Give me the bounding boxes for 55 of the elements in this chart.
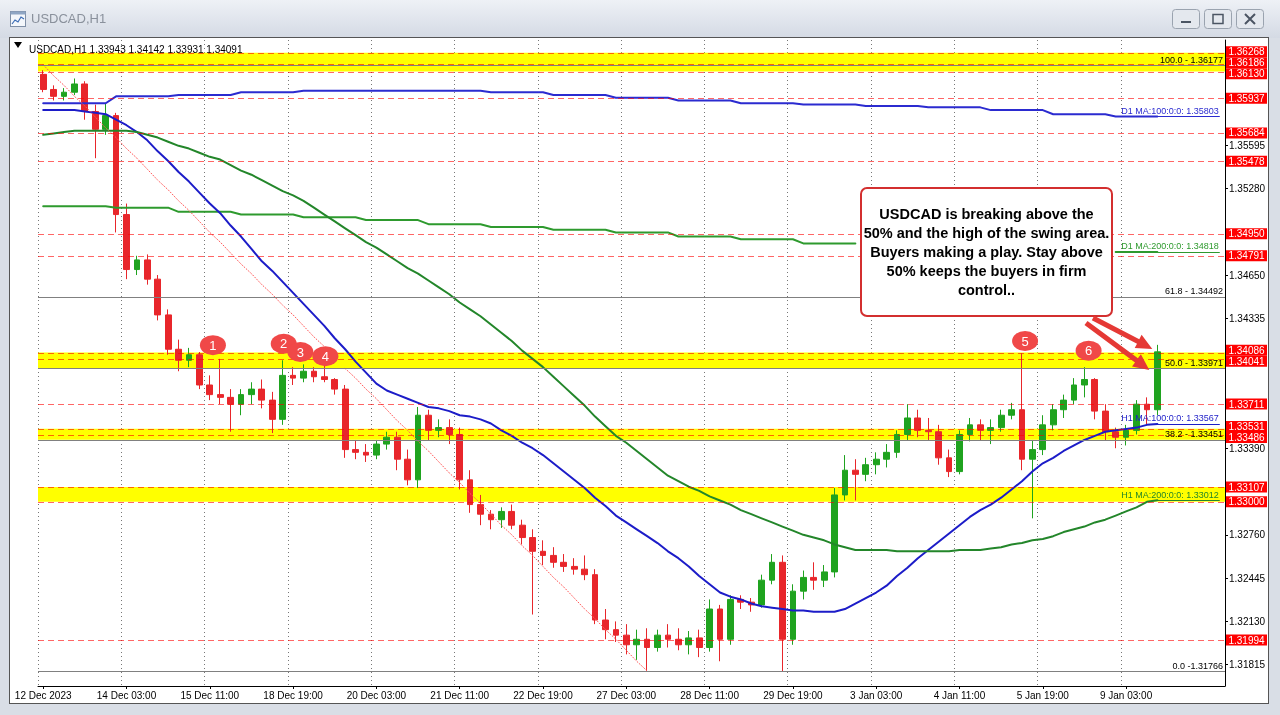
x-tick-label: 9 Jan 03:00 [1099, 689, 1153, 701]
ref-line-label: 1.35478 [1228, 155, 1266, 167]
series-label: D1 MA:100:0:0: 1.35803 [1121, 106, 1219, 117]
ref-line-label: 1.36186 [1228, 57, 1266, 69]
ref-line-label: 1.33486 [1228, 431, 1266, 443]
annotation: 100.0 - 1.36177 [1159, 54, 1223, 65]
x-tick-label: 4 Jan 11:00 [933, 689, 986, 701]
ref-line-label: 1.33711 [1228, 398, 1265, 410]
series-label: D1 MA:200:0:0: 1.34818 [1121, 241, 1219, 252]
annotation: 3 [296, 344, 305, 360]
annotation: 4 [321, 348, 329, 364]
y-tick-label: 1.33390 [1229, 442, 1266, 454]
annotation: 6 [1084, 343, 1093, 359]
x-tick-label: 15 Dec 11:00 [180, 689, 240, 701]
annotation: 0.0 -1.31766 [1172, 660, 1223, 671]
y-tick-label: 1.35280 [1229, 182, 1266, 194]
annotation: USDCAD is breaking above the 50% and the high of the swing area. Buyers making a play. Stay above 50% keeps the buyers in firm control.. [863, 204, 1110, 300]
x-tick-label: 12 Dec 2023 [14, 689, 72, 701]
series-label: H1 MA:200:0:0: 1.33012 [1121, 489, 1219, 500]
x-tick-label: 14 Dec 03:00 [96, 689, 157, 701]
ref-line-label: 1.34791 [1228, 250, 1266, 262]
chart-subtitle: USDCAD,H1 1.33943 1.34142 1.33931 1.34091 [29, 43, 243, 55]
ref-line-label: 1.35937 [1228, 92, 1266, 104]
x-tick-label: 28 Dec 11:00 [680, 689, 740, 701]
ref-line-label: 1.36130 [1228, 68, 1266, 80]
x-tick-label: 29 Dec 19:00 [763, 689, 824, 701]
y-tick-label: 1.34650 [1229, 269, 1266, 281]
ref-line-label: 1.36268 [1228, 46, 1266, 58]
annotation: 5 [1021, 333, 1029, 349]
annotation: 2 [280, 336, 288, 352]
annotation: 1 [209, 337, 217, 353]
annotation: 61.8 - 1.34492 [1164, 286, 1223, 297]
x-tick-label: 27 Dec 03:00 [596, 689, 657, 701]
x-tick-label: 22 Dec 19:00 [513, 689, 574, 701]
y-tick-label: 1.32760 [1229, 529, 1266, 541]
y-tick-label: 1.32445 [1229, 572, 1266, 584]
ref-line-label: 1.34086 [1228, 344, 1266, 356]
x-tick-label: 5 Jan 19:00 [1016, 689, 1070, 701]
x-tick-label: 21 Dec 11:00 [430, 689, 490, 701]
ref-line-label: 1.34950 [1228, 228, 1266, 240]
ref-line-label: 1.33000 [1228, 496, 1266, 508]
y-tick-label: 1.32130 [1229, 615, 1266, 627]
annotation: 50.0 - 1.33971 [1164, 357, 1223, 368]
ref-line-label: 1.31994 [1228, 634, 1266, 646]
y-tick-label: 1.35595 [1229, 139, 1266, 151]
ref-line-label: 1.33531 [1228, 420, 1266, 432]
ref-line-label: 1.35684 [1228, 127, 1266, 139]
chart-title: USDCAD,H1 [31, 11, 107, 26]
x-tick-label: 20 Dec 03:00 [346, 689, 407, 701]
y-tick-label: 1.31815 [1229, 659, 1266, 671]
x-tick-label: 18 Dec 19:00 [263, 689, 324, 701]
y-tick-label: 1.34335 [1229, 312, 1266, 324]
x-tick-label: 3 Jan 03:00 [850, 689, 903, 701]
ref-line-label: 1.34041 [1228, 355, 1266, 367]
ref-line-label: 1.33107 [1228, 481, 1266, 493]
